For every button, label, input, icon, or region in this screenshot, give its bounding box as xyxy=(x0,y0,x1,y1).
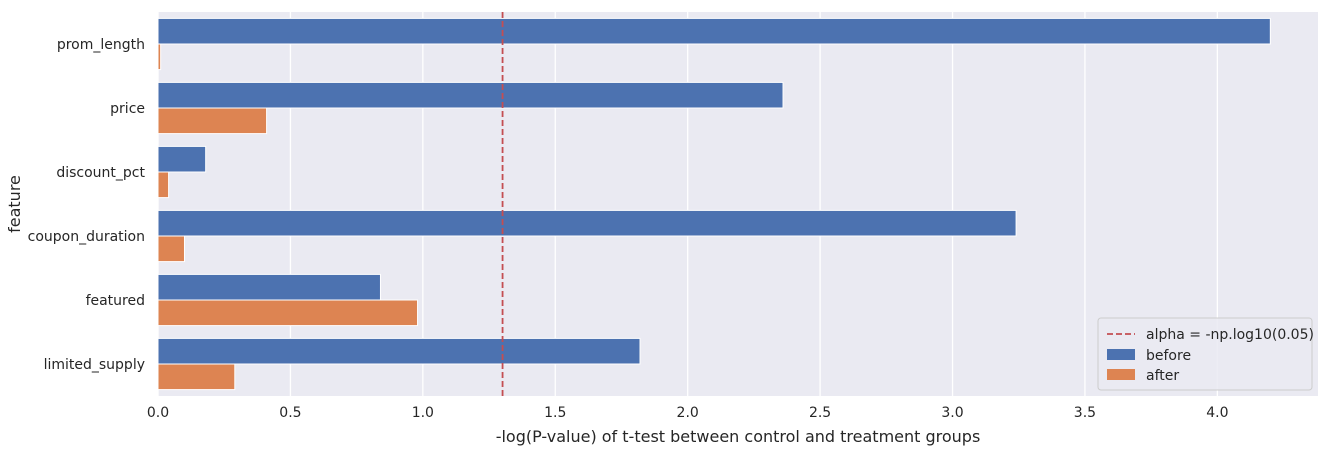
bar-before xyxy=(157,209,1017,237)
legend-swatch-after xyxy=(1107,369,1135,380)
y-tick-label: limited_supply xyxy=(44,357,145,373)
x-tick-label: 4.0 xyxy=(1206,405,1228,421)
bar-before xyxy=(157,81,784,109)
x-axis-label: -log(P-value) of t-test between control … xyxy=(496,427,981,446)
bar-before xyxy=(157,17,1271,45)
x-tick-label: 0.5 xyxy=(279,405,301,421)
bar-before xyxy=(157,337,641,365)
y-tick-label: discount_pct xyxy=(56,165,145,181)
legend: alpha = -np.log10(0.05) before after xyxy=(1097,317,1314,391)
bar-before xyxy=(157,273,381,301)
x-tick-label: 1.5 xyxy=(544,405,566,421)
bar-after xyxy=(157,363,236,391)
x-tick-label: 3.0 xyxy=(941,405,963,421)
legend-box xyxy=(1097,317,1313,391)
y-tick-label: price xyxy=(110,101,145,117)
legend-label-before: before xyxy=(1146,348,1191,364)
legend-label-reference: alpha = -np.log10(0.05) xyxy=(1146,327,1314,343)
bars xyxy=(157,17,1271,391)
x-tick-label: 1.0 xyxy=(412,405,434,421)
y-axis-label: feature xyxy=(5,175,24,233)
y-tick-label: prom_length xyxy=(57,37,145,53)
bar-after xyxy=(157,107,268,135)
x-tick-label: 2.0 xyxy=(677,405,699,421)
bar-after xyxy=(157,171,170,199)
bar-after xyxy=(157,235,185,263)
legend-swatch-before xyxy=(1107,349,1135,360)
x-tick-label: 2.5 xyxy=(809,405,831,421)
legend-label-after: after xyxy=(1146,368,1179,384)
x-tick-label: 0.0 xyxy=(147,405,169,421)
x-tick-labels: 0.0 0.5 1.0 1.5 2.0 2.5 3.0 3.5 4.0 xyxy=(147,405,1229,421)
x-tick-label: 3.5 xyxy=(1074,405,1096,421)
bar-after xyxy=(157,43,162,71)
bar-after xyxy=(157,299,419,327)
y-tick-label: featured xyxy=(86,293,145,309)
bar-before xyxy=(157,145,207,173)
gridlines xyxy=(157,12,1219,396)
y-tick-label: coupon_duration xyxy=(28,229,145,245)
